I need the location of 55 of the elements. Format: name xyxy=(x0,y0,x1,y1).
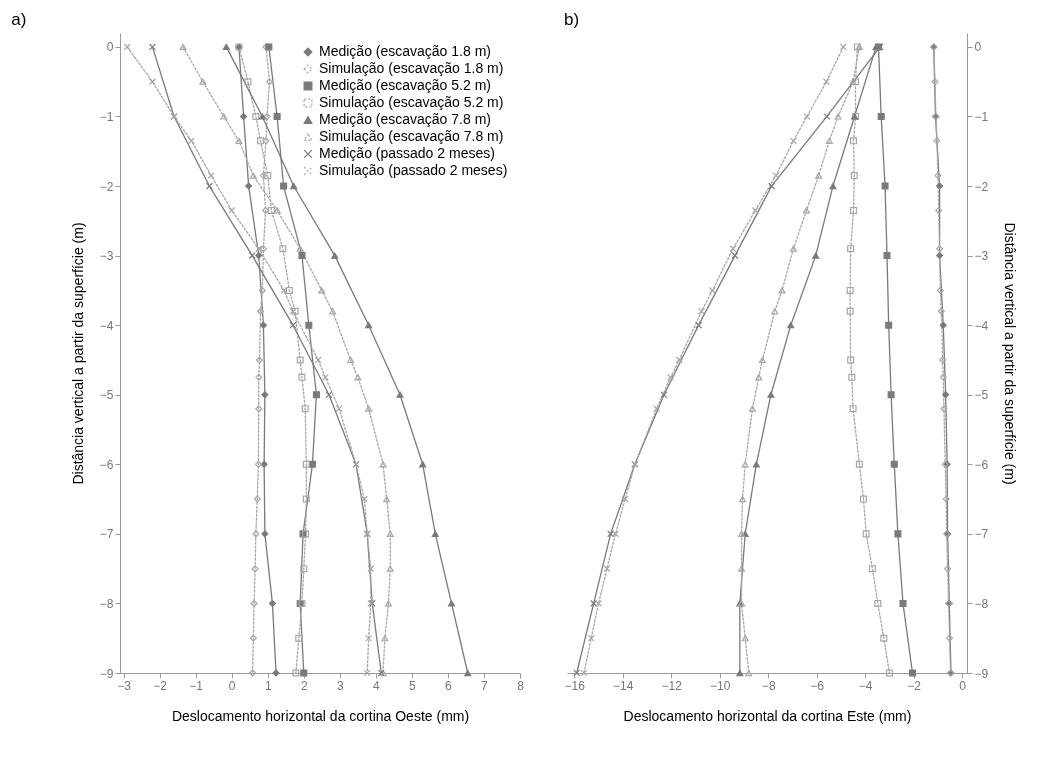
x-tick-label: −6 xyxy=(810,678,825,693)
x-tick-label: −12 xyxy=(661,678,683,693)
y-tick-label: −5 xyxy=(974,388,989,403)
chart-title: a) xyxy=(11,10,27,29)
y-tick-label: −8 xyxy=(974,596,989,611)
x-tick-label: 7 xyxy=(481,678,489,693)
x-tick-label: −14 xyxy=(613,678,634,693)
y-tick-label: −6 xyxy=(99,457,114,472)
y-tick-label: 0 xyxy=(974,40,982,55)
y-tick-label: −7 xyxy=(99,527,114,542)
x-tick-label: −3 xyxy=(117,678,132,693)
y-tick-label: −1 xyxy=(99,109,114,124)
x-tick-label: −1 xyxy=(189,678,204,693)
y-axis-title: Distância vertical a partir da superfície (m) xyxy=(69,222,86,485)
y-tick-label: 0 xyxy=(106,40,114,55)
y-tick-label: −1 xyxy=(974,109,989,124)
legend-label: Simulação (escavação 5.2 m) xyxy=(319,94,504,110)
y-tick-label: −8 xyxy=(99,596,114,611)
legend-label: Medição (escavação 7.8 m) xyxy=(319,111,491,127)
y-tick-label: −3 xyxy=(974,249,989,264)
x-tick-label: 3 xyxy=(336,678,344,693)
y-tick-label: −4 xyxy=(99,318,114,333)
y-tick-label: −4 xyxy=(974,318,989,333)
x-tick-label: 8 xyxy=(517,678,525,693)
legend-label: Simulação (passado 2 meses) xyxy=(319,162,508,178)
x-tick-label: 0 xyxy=(959,678,967,693)
x-tick-label: −2 xyxy=(907,678,922,693)
legend-label: Simulação (escavação 1.8 m) xyxy=(319,60,504,76)
x-tick-label: 2 xyxy=(300,678,308,693)
y-tick-label: −5 xyxy=(99,388,114,403)
y-tick-label: −2 xyxy=(974,179,989,194)
y-tick-label: −6 xyxy=(974,457,989,472)
x-tick-label: −16 xyxy=(564,678,586,693)
x-tick-label: 6 xyxy=(445,678,453,693)
x-axis-title: Deslocamento horizontal da cortina Este (mm) xyxy=(623,707,912,724)
x-tick-label: 0 xyxy=(228,678,236,693)
legend-label: Simulação (escavação 7.8 m) xyxy=(319,128,504,144)
y-axis-title: Distância vertical a partir da superfície (m) xyxy=(1002,222,1019,485)
y-tick-label: −9 xyxy=(974,666,989,681)
x-axis-title: Deslocamento horizontal da cortina Oeste (mm) xyxy=(171,707,470,724)
x-tick-label: 5 xyxy=(409,678,417,693)
x-tick-label: 4 xyxy=(373,678,381,693)
x-tick-label: 1 xyxy=(264,678,272,693)
legend-label: Medição (escavação 1.8 m) xyxy=(319,43,491,59)
x-tick-label: −8 xyxy=(761,678,776,693)
y-tick-label: −7 xyxy=(974,527,989,542)
x-tick-label: −2 xyxy=(153,678,168,693)
x-tick-label: −4 xyxy=(858,678,873,693)
chart-title: b) xyxy=(564,10,580,29)
legend-label: Medição (passado 2 meses) xyxy=(319,145,495,161)
x-tick-label: −10 xyxy=(710,678,731,693)
legend-label: Medição (escavação 5.2 m) xyxy=(319,77,491,93)
y-tick-label: −3 xyxy=(99,249,114,264)
y-tick-label: −9 xyxy=(99,666,114,681)
y-tick-label: −2 xyxy=(99,179,114,194)
